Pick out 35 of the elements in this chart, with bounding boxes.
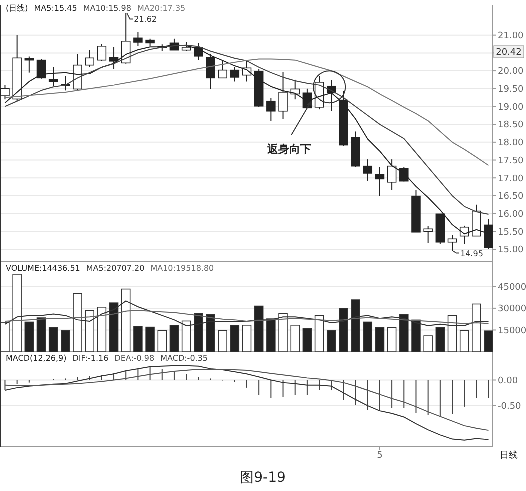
x-tick-label: 5 [377, 451, 383, 461]
y-tick-label: 17.50 [498, 156, 524, 166]
series-label: MACD:-0.35 [160, 354, 208, 363]
y-tick-label: 0.00 [498, 376, 518, 386]
y-tick-label: 15.50 [498, 228, 524, 238]
y-tick-label: 20.00 [498, 67, 524, 78]
text: 日线 [500, 450, 518, 461]
annotation: 21.62 [134, 15, 158, 24]
y-tick-label: 19.00 [498, 102, 524, 113]
text: MA5:15.45 [34, 4, 78, 13]
y-tick-label: 19.50 [498, 85, 524, 96]
text: MA20:17.35 [137, 4, 186, 13]
text: MA10:15.98 [83, 4, 132, 13]
y-tick-label: 30000 [498, 304, 526, 315]
y-tick-label: 15000 [498, 326, 526, 336]
text: 20.42 [496, 48, 522, 58]
y-tick-label: 21.00 [498, 31, 524, 42]
text: MA10:19518.80 [150, 264, 214, 273]
series-label: DEA:-0.98 [114, 354, 155, 363]
y-tick-label: 18.50 [498, 120, 524, 131]
y-tick-label: 16.50 [498, 192, 524, 202]
caption: 图9-19 [240, 470, 286, 486]
y-tick-label: 15.00 [498, 246, 524, 256]
y-tick-label: 17.00 [498, 174, 524, 184]
annotation: 14.95 [460, 249, 484, 258]
text: MA5:20707.20 [86, 264, 145, 273]
chart-title: (日线) [6, 4, 28, 13]
y-tick-label: -0.50 [498, 402, 522, 412]
series-label: DIF:-1.16 [72, 354, 109, 363]
y-tick-label: 16.00 [498, 210, 524, 220]
annotation: 返身向下 [266, 143, 312, 156]
y-tick-label: 45000 [498, 282, 526, 293]
y-tick-label: 18.00 [498, 138, 524, 149]
chart-title: VOLUME:14436.51 [6, 264, 80, 273]
chart-title: MACD(12,26,9) [6, 354, 67, 363]
